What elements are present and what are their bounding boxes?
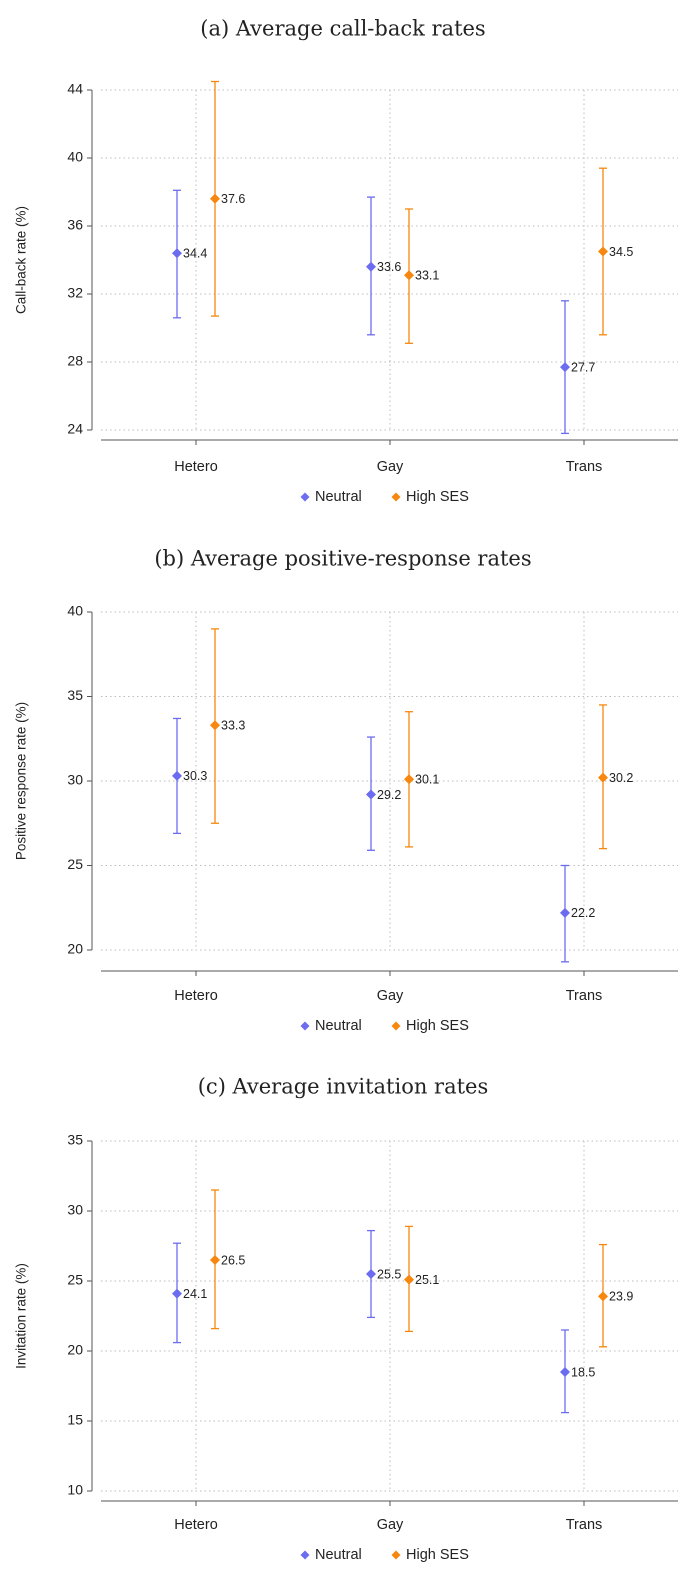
- panel-2-legend-label-1: High SES: [406, 1547, 469, 1563]
- panel-0-ytick-label-3: 36: [67, 217, 83, 233]
- panel-1-legend-marker-0: [300, 1021, 310, 1031]
- panel-2-s1-c0-point: [210, 1255, 220, 1265]
- panel-0-ytick-label-2: 32: [67, 285, 83, 301]
- panel-1-s0-c1-point: [366, 789, 376, 800]
- panel-2-xtick-label-2: Trans: [566, 1517, 603, 1533]
- panel-2-xtick-label-1: Gay: [377, 1517, 404, 1533]
- panel-0-s1-c2-point: [598, 246, 608, 257]
- panel-1-s1-c0-label: 33.3: [221, 719, 245, 733]
- panel-0-xtick-label-1: Gay: [377, 459, 404, 475]
- panel-1-s1-c2-label: 30.2: [609, 771, 633, 785]
- panel-2-ytick-label-2: 20: [67, 1342, 83, 1358]
- panel-0-ytick-label-1: 28: [67, 353, 83, 369]
- panel-0-legend-marker-0: [300, 492, 310, 502]
- panel-0-title: (a) Average call-back rates: [200, 17, 485, 41]
- panel-0-s0-c2-label: 27.7: [571, 360, 595, 374]
- panel-1-ytick-label-0: 20: [67, 941, 83, 957]
- panel-0-s1-c1-label: 33.1: [415, 269, 439, 283]
- panel-0-ylabel: Call-back rate (%): [14, 206, 29, 314]
- panel-2-s1-c1-label: 25.1: [415, 1273, 439, 1287]
- panel-1-ytick-label-1: 25: [67, 856, 83, 872]
- panel-1-s1-c2-point: [598, 772, 608, 783]
- panel-1-ytick-label-2: 30: [67, 772, 83, 788]
- panel-1-legend-label-0: Neutral: [315, 1018, 362, 1034]
- panel-0-legend-marker-1: [391, 492, 401, 502]
- panel-2-legend-marker-0: [300, 1550, 310, 1560]
- panel-1-s1-c1-label: 30.1: [415, 773, 439, 787]
- panel-1-xtick-label-0: Hetero: [174, 988, 218, 1004]
- panel-2-ytick-label-3: 25: [67, 1272, 83, 1288]
- panel-1-legend-label-1: High SES: [406, 1018, 469, 1034]
- panel-2-s1-c0-label: 26.5: [221, 1253, 245, 1267]
- panel-0-s1-c2-label: 34.5: [609, 245, 633, 259]
- panel-1-s1-c1-point: [404, 774, 414, 785]
- panel-2-legend-label-0: Neutral: [315, 1547, 362, 1563]
- panel-0-s0-c0-label: 34.4: [183, 246, 207, 260]
- panel-1-s1-c0-point: [210, 720, 220, 731]
- panel-2-s1-c2-point: [598, 1291, 608, 1302]
- panel-2-s0-c1-point: [366, 1269, 376, 1279]
- panel-0-s1-c0-label: 37.6: [221, 192, 245, 206]
- panel-1-s0-c2-point: [560, 907, 570, 918]
- panel-0-s0-c1-point: [366, 261, 376, 272]
- panel-1-ytick-label-3: 35: [67, 687, 83, 703]
- panel-1-s0-c1-label: 29.2: [377, 788, 401, 802]
- panel-2-ytick-label-4: 30: [67, 1202, 83, 1218]
- panel-2-s0-c0-point: [172, 1288, 182, 1299]
- panel-2-s0-c1-label: 25.5: [377, 1267, 401, 1281]
- panel-0-s1-c1-point: [404, 270, 414, 281]
- panel-1-title: (b) Average positive-response rates: [154, 547, 531, 571]
- panel-1-s0-c0-point: [172, 770, 182, 781]
- panel-2-ylabel: Invitation rate (%): [14, 1263, 29, 1369]
- panel-1-legend-marker-1: [391, 1021, 401, 1031]
- panel-2-ytick-label-5: 35: [67, 1132, 83, 1148]
- panel-2-s0-c2-point: [560, 1367, 570, 1377]
- panel-2-s0-c2-label: 18.5: [571, 1365, 595, 1379]
- panel-0-s0-c1-label: 33.6: [377, 260, 401, 274]
- panel-0-ytick-label-5: 44: [67, 81, 83, 97]
- panel-1-s0-c2-label: 22.2: [571, 906, 595, 920]
- panel-1-ylabel: Positive response rate (%): [14, 702, 29, 860]
- panel-2-s0-c0-label: 24.1: [183, 1287, 207, 1301]
- panel-0-legend-label-0: Neutral: [315, 489, 362, 505]
- panel-0-xtick-label-0: Hetero: [174, 459, 218, 475]
- panel-2-ytick-label-1: 15: [67, 1412, 83, 1428]
- panel-0-xtick-label-2: Trans: [566, 459, 603, 475]
- panel-0-s0-c0-point: [172, 248, 182, 259]
- panel-0-s1-c0-point: [210, 193, 220, 204]
- panel-1-s0-c0-label: 30.3: [183, 769, 207, 783]
- panel-0-ytick-label-0: 24: [67, 421, 83, 437]
- panel-1-xtick-label-1: Gay: [377, 988, 404, 1004]
- panel-0-ytick-label-4: 40: [67, 149, 83, 165]
- panel-0-s0-c2-point: [560, 362, 570, 373]
- panel-0-legend-label-1: High SES: [406, 489, 469, 505]
- panel-1-xtick-label-2: Trans: [566, 988, 603, 1004]
- panel-2-s1-c2-label: 23.9: [609, 1290, 633, 1304]
- panel-2-title: (c) Average invitation rates: [198, 1075, 489, 1099]
- panel-2-legend-marker-1: [391, 1550, 401, 1560]
- panel-2-xtick-label-0: Hetero: [174, 1517, 218, 1533]
- panel-2-s1-c1-point: [404, 1274, 414, 1285]
- panel-1-ytick-label-4: 40: [67, 603, 83, 619]
- panel-2-ytick-label-0: 10: [67, 1482, 83, 1498]
